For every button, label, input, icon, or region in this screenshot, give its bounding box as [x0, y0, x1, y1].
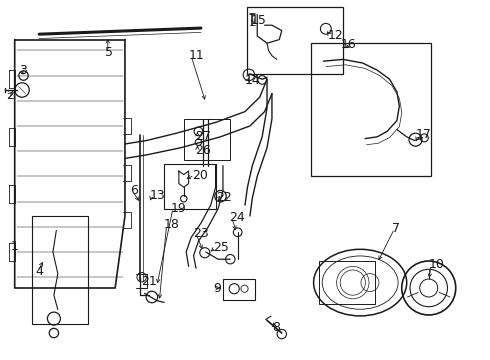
Text: 19: 19	[171, 202, 186, 215]
Text: 2: 2	[6, 89, 14, 102]
Bar	[32, 216, 88, 324]
Text: 5: 5	[105, 46, 113, 59]
Text: 17: 17	[416, 129, 431, 141]
Text: 25: 25	[213, 241, 229, 254]
Text: 4: 4	[35, 265, 43, 278]
Text: 8: 8	[272, 321, 280, 334]
Text: 13: 13	[149, 189, 165, 202]
Text: 23: 23	[194, 227, 209, 240]
Text: 24: 24	[229, 211, 245, 224]
Text: 14: 14	[245, 75, 261, 87]
Text: 27: 27	[195, 130, 211, 143]
Text: 10: 10	[429, 258, 444, 271]
Text: 6: 6	[130, 184, 138, 197]
Text: 15: 15	[251, 14, 267, 27]
Bar	[164, 164, 216, 209]
Text: 16: 16	[341, 39, 356, 51]
Text: 3: 3	[19, 64, 26, 77]
Bar	[311, 43, 431, 176]
Text: 21: 21	[141, 275, 157, 288]
Text: 26: 26	[195, 144, 211, 157]
Text: 7: 7	[392, 222, 400, 235]
Text: 20: 20	[192, 169, 208, 182]
Bar	[318, 261, 375, 304]
Text: 12: 12	[327, 29, 343, 42]
Bar	[184, 119, 230, 160]
Text: 22: 22	[217, 191, 232, 204]
Text: 1: 1	[11, 240, 19, 253]
Text: 9: 9	[213, 282, 221, 294]
Bar	[247, 7, 343, 74]
Text: 11: 11	[189, 49, 204, 62]
Bar	[223, 279, 255, 300]
Text: 18: 18	[164, 219, 180, 231]
